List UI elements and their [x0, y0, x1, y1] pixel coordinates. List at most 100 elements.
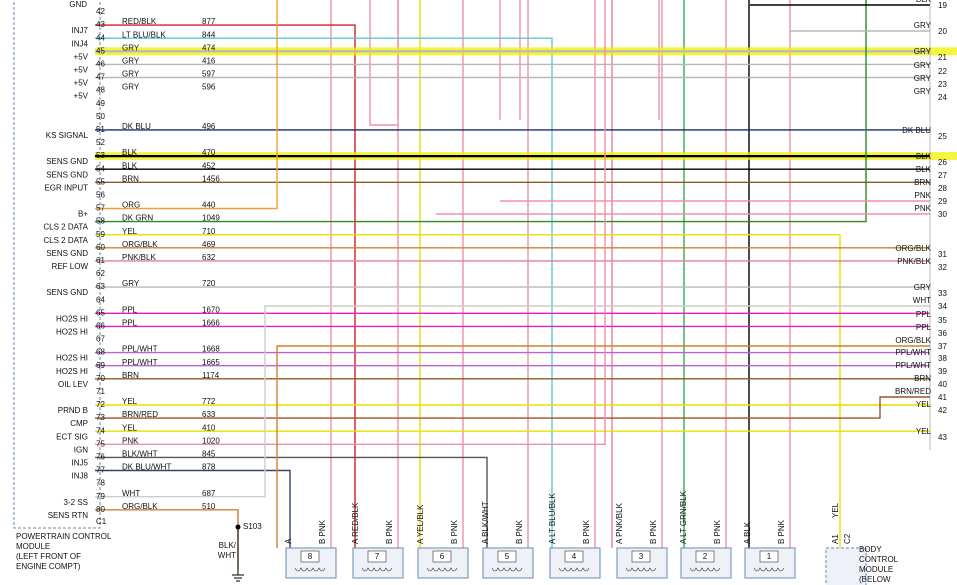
wire — [95, 0, 278, 210]
right-wire-color: GRY — [914, 87, 932, 96]
wire — [369, 120, 398, 126]
pin-function: HO2S HI — [56, 367, 88, 376]
pcm-name: MODULE — [16, 542, 50, 551]
coil — [625, 567, 657, 572]
pin-number: 64 — [96, 295, 105, 304]
pin-number: 58 — [96, 217, 105, 226]
bcm-name: CONTROL — [859, 555, 899, 564]
wire-color: YEL — [122, 423, 138, 432]
right-pin-number: 28 — [938, 184, 947, 193]
injector-number: 8 — [308, 552, 313, 561]
circuit-number: 1049 — [202, 214, 220, 223]
right-pin-number: 23 — [938, 80, 947, 89]
right-wire-color: BRN — [914, 374, 931, 383]
injector-number-box — [497, 550, 517, 563]
circuit-number: 596 — [202, 83, 216, 92]
injector-number-box — [367, 550, 387, 563]
pin-number: 79 — [96, 492, 105, 501]
pin-function: INJ7 — [72, 26, 89, 35]
circuit-number: 416 — [202, 57, 216, 66]
pin-b-label: B PNK — [713, 519, 722, 544]
pin-number: 78 — [96, 479, 105, 488]
right-wire-color: PPL/WHT — [895, 361, 931, 370]
circuit-number: 597 — [202, 70, 216, 79]
right-pin-number: 39 — [938, 367, 947, 376]
pin-number: 51 — [96, 125, 105, 134]
pin-a-label: A LT GRN/BLK — [679, 490, 688, 544]
wire-color: DK BLU — [122, 122, 151, 131]
wire — [276, 345, 930, 548]
bcm-name: BODY — [859, 545, 882, 554]
pin-number: 73 — [96, 413, 105, 422]
wire-color: BRN — [122, 174, 139, 183]
circuit-number: 632 — [202, 253, 216, 262]
pin-number: 57 — [96, 204, 105, 213]
splice-wire: WHT — [218, 551, 236, 560]
wire-color: GRY — [122, 83, 140, 92]
pin-number: 48 — [96, 86, 105, 95]
right-wire-color: PNK — [915, 204, 932, 213]
pin-function: REF LOW — [52, 262, 89, 271]
coil — [426, 567, 458, 572]
pin-b-label: B PNK — [582, 519, 591, 544]
bcm-name: MODULE — [859, 565, 893, 574]
wire-color: ORG/BLK — [122, 240, 158, 249]
pin-a-label: A BLK/WHT — [481, 501, 490, 544]
circuit-number: 469 — [202, 240, 216, 249]
circuit-number: 877 — [202, 17, 216, 26]
pin-function: KS SIGNAL — [46, 131, 89, 140]
circuit-number: 878 — [202, 463, 216, 472]
wire-color: DK BLU/WHT — [122, 463, 171, 472]
pin-function: ECT SIG — [56, 432, 88, 441]
circuit-number: 510 — [202, 502, 216, 511]
right-wire-color: GRY — [914, 21, 932, 30]
pin-function: SENS GND — [46, 288, 88, 297]
right-wire-color: PPL — [916, 323, 932, 332]
pin-number: 71 — [96, 387, 105, 396]
right-pin-number: 25 — [938, 132, 947, 141]
right-pin-number: 35 — [938, 316, 947, 325]
wire-color: BRN/RED — [122, 410, 158, 419]
pin-number: 54 — [96, 164, 105, 173]
pin-number: 49 — [96, 99, 105, 108]
wire-color: BLK — [122, 148, 138, 157]
splice-wire: BLK/ — [219, 541, 237, 550]
pin-number: 67 — [96, 335, 105, 344]
right-pin-number: 27 — [938, 171, 947, 180]
right-pin-number: 32 — [938, 263, 947, 272]
pin-number: 50 — [96, 112, 105, 121]
right-wire-color: GRY — [914, 74, 932, 83]
circuit-number: 720 — [202, 279, 216, 288]
pin-number: 55 — [96, 177, 105, 186]
wire — [95, 469, 291, 548]
right-pin-number: 24 — [938, 93, 947, 102]
right-pin-number: 30 — [938, 210, 947, 219]
wire-color: ORG/BLK — [122, 502, 158, 511]
circuit-number: 710 — [202, 227, 216, 236]
bcm-box — [825, 547, 867, 585]
circuit-number: 1665 — [202, 358, 220, 367]
pin-a-label: A RED/BLK — [351, 502, 360, 544]
pcm-top-function: GND — [69, 0, 87, 9]
wire-color: GRY — [122, 279, 140, 288]
splice-name: S103 — [243, 522, 262, 531]
pin-b-label: B PNK — [385, 519, 394, 544]
pin-function: +5V — [74, 92, 89, 101]
pin-number: 65 — [96, 308, 105, 317]
pin-function: INJ5 — [72, 459, 89, 468]
pin-number: 53 — [96, 151, 105, 160]
circuit-number: 496 — [202, 122, 216, 131]
right-wire-color: PNK — [915, 191, 932, 200]
pin-function: SENS GND — [46, 249, 88, 258]
pin-b-label: B PNK — [515, 519, 524, 544]
circuit-number: 633 — [202, 410, 216, 419]
injector-number-box — [695, 550, 715, 563]
pin-b-label: B PNK — [649, 519, 658, 544]
wire-color: BLK/WHT — [122, 450, 158, 459]
coil — [689, 567, 721, 572]
pin-function: +5V — [74, 66, 89, 75]
right-wire-color: BRN — [914, 178, 931, 187]
